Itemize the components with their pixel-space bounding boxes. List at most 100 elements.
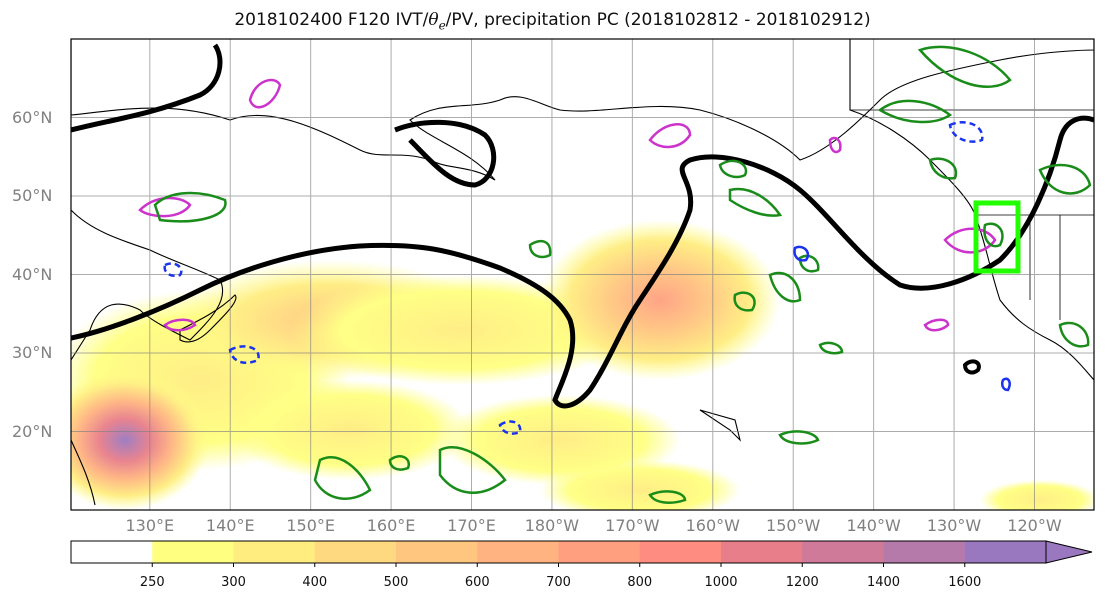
colorbar-tick-label: 800	[627, 575, 653, 590]
land-asia-south	[71, 439, 96, 506]
map-frame	[70, 38, 1095, 511]
longitude-label: 130°W	[926, 516, 982, 535]
latitude-label: 20°N	[12, 421, 53, 441]
ivt-band-southwest	[230, 380, 470, 480]
title-suffix: /PV, precipitation PC (2018102812 - 2018…	[445, 10, 871, 30]
precip-pc-contour	[768, 271, 802, 303]
theta-e-contour	[943, 227, 997, 254]
target-region-box	[973, 200, 1021, 274]
precip-pc-contour	[388, 455, 411, 471]
lat-lon-grid	[71, 39, 1094, 510]
pv-contour-cutoff	[394, 119, 497, 188]
theta-e-contour	[163, 318, 197, 332]
colorbar-extend-arrow	[1045, 540, 1093, 564]
precip-pc-contour	[718, 159, 748, 179]
theta-e-contour	[923, 318, 950, 332]
precip-pc-contour	[1058, 321, 1090, 348]
precip-pc-neg-contour	[163, 262, 183, 277]
colorbar-tick-label: 700	[546, 575, 571, 590]
land-north-america	[849, 39, 1094, 381]
precip-pc-neg-contour	[498, 420, 522, 435]
ivt-max-central-pacific	[540, 220, 780, 380]
land-north	[71, 39, 1094, 181]
longitude-label: 150°E	[286, 516, 335, 535]
longitude-label: 140°W	[846, 516, 901, 535]
precip-pc-contour	[1038, 163, 1092, 195]
precip-pc-contour	[438, 446, 507, 494]
precip-pc-neg-contour	[793, 245, 810, 262]
longitude-label: 150°W	[766, 516, 821, 535]
precip-pc-contour	[917, 45, 1012, 88]
land-hawaii	[699, 409, 742, 442]
latitude-label: 50°N	[12, 186, 53, 205]
precip-pc-neg-contour	[948, 121, 984, 143]
ivt-band-south-edge	[540, 460, 740, 510]
colorbar-segment	[802, 541, 884, 563]
colorbar-segment	[233, 541, 316, 563]
map-area	[71, 39, 1094, 510]
colorbar-segment	[152, 541, 234, 563]
colorbar-tick-label: 500	[383, 575, 409, 590]
colorbar-segment	[396, 541, 478, 563]
precip-pc-contour	[153, 191, 227, 223]
colorbar-segment	[477, 541, 559, 563]
colorbar-segment	[964, 541, 1047, 563]
colorbar	[70, 540, 1093, 567]
longitude-label: 140°E	[205, 516, 255, 535]
colorbar-segment	[721, 541, 803, 563]
longitude-label: 160°E	[366, 516, 416, 535]
theta-e-contours	[138, 78, 997, 332]
ivt-max-west-pacific	[71, 370, 210, 510]
colorbar-segment	[71, 541, 153, 563]
precip-pc-contour	[928, 157, 958, 180]
precip-pc-contour	[648, 490, 687, 504]
colorbar-tick-label: 1000	[704, 575, 738, 590]
precip-pc-contour	[728, 187, 783, 217]
longitude-label: 160°W	[685, 516, 740, 535]
ivt-band-east-edge	[980, 480, 1094, 510]
theta-e-contour	[828, 136, 842, 154]
precip-pc-contour	[778, 430, 820, 445]
colorbar-tick-label: 250	[139, 575, 165, 590]
pv-contour-north	[71, 43, 223, 133]
latitude-label: 60°N	[12, 107, 53, 127]
colorbar-segment	[639, 541, 722, 563]
longitude-label: 120°W	[1007, 516, 1062, 535]
theta-e-contour	[248, 78, 282, 109]
precip-pc-contour	[313, 456, 372, 500]
theta-e-contour	[648, 123, 692, 149]
pv-contour-small	[962, 359, 981, 375]
colorbar-tick-label: 400	[302, 575, 328, 590]
precip-pc-contour	[733, 291, 756, 312]
colorbar-segment	[883, 541, 966, 563]
land-asia-coast	[71, 209, 224, 361]
colorbar-tick-label: 1600	[948, 575, 982, 590]
longitude-label: 170°W	[605, 516, 660, 535]
precip-pc-neg-contour	[1000, 377, 1011, 392]
longitude-label: 170°E	[447, 516, 496, 535]
title-theta: θ	[428, 10, 439, 30]
colorbar-segment	[314, 541, 397, 563]
precip-pc-contour	[818, 341, 844, 355]
longitude-label: 130°E	[125, 516, 175, 535]
precip-pc-contour	[877, 99, 953, 124]
longitude-label: 180°W	[524, 516, 580, 535]
colorbar-tick-label: 1400	[866, 575, 901, 590]
precip-pc-negative-small	[793, 245, 1011, 392]
latitude-label: 30°N	[12, 343, 53, 362]
title-prefix: 2018102400 F120 IVT/	[234, 10, 429, 30]
colorbar-tick-label: 300	[221, 575, 246, 590]
latitude-label: 40°N	[12, 264, 53, 284]
ivt-shading	[71, 220, 1094, 510]
precip-pc-contour	[983, 222, 1004, 248]
precip-pc-neg-contour	[228, 345, 260, 364]
figure-title: 2018102400 F120 IVT/θe/PV, precipitation…	[0, 10, 1105, 32]
colorbar-segment	[558, 541, 641, 563]
precip-pc-negative-contours	[163, 121, 984, 435]
title-theta-sub: e	[438, 18, 446, 33]
precip-pc-contour	[528, 239, 552, 259]
pv-contour-main	[71, 115, 1094, 409]
colorbar-tick-label: 600	[464, 575, 490, 590]
colorbar-tick-label: 1200	[785, 575, 819, 590]
